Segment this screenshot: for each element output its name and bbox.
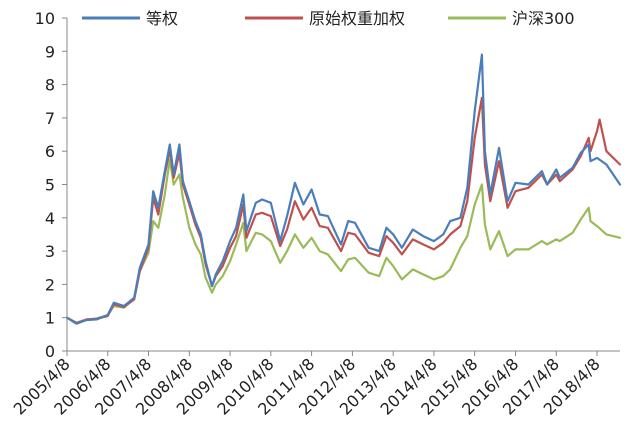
y-tick-label: 10 (35, 9, 55, 28)
plot-lines (65, 53, 622, 325)
axes (66, 18, 620, 352)
y-tick-label: 7 (45, 109, 55, 128)
y-tick-label: 9 (45, 42, 55, 61)
y-tick-label: 6 (45, 142, 55, 161)
legend-label: 沪深300 (512, 9, 575, 28)
series-line (65, 96, 622, 325)
legend-label: 原始权重加权 (309, 9, 405, 28)
y-tick-label: 2 (45, 275, 55, 294)
y-tick-label: 1 (45, 309, 55, 328)
y-axis-ticks: 0 1 2 3 4 5 6 7 8 9 10 (35, 9, 67, 361)
y-tick-label: 5 (45, 176, 55, 195)
x-axis-ticks: 2005/4/82006/4/82007/4/82008/4/82009/4/8… (10, 351, 604, 419)
series-line (65, 53, 622, 325)
legend-label: 等权 (146, 9, 178, 28)
y-tick-label: 8 (45, 76, 55, 95)
legend: 等权 原始权重加权 沪深300 (82, 9, 575, 28)
y-tick-label: 3 (45, 242, 55, 261)
y-tick-label: 4 (45, 209, 55, 228)
y-tick-label: 0 (45, 342, 55, 361)
series-line (65, 158, 622, 324)
